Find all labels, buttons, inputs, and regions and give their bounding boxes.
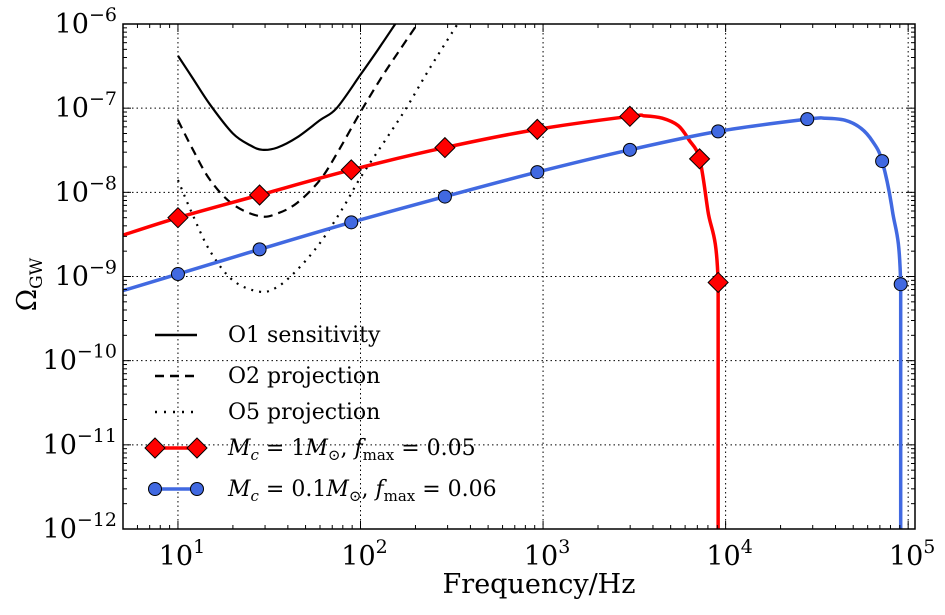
marker-layer — [167, 105, 908, 294]
legend-item-o1: O1 sensitivity — [155, 323, 381, 348]
tick-base: 10 — [43, 346, 77, 377]
x-tick-label: 101 — [159, 536, 205, 572]
x-tick-label: 104 — [706, 536, 752, 572]
tick-exponent: −10 — [77, 341, 117, 363]
data-point-circle — [800, 112, 815, 127]
tick-exponent: −12 — [77, 509, 117, 531]
tick-base: 10 — [524, 541, 558, 572]
tick-exponent: 1 — [193, 536, 205, 558]
y-tick-label: 10−6 — [55, 4, 117, 40]
legend-circle-marker — [148, 482, 162, 496]
data-point-diamond — [688, 148, 711, 170]
tick-exponent: 4 — [741, 536, 753, 558]
legend-math-comma: , — [340, 436, 354, 461]
legend-math-eq: = 0.05 — [394, 436, 475, 461]
tick-exponent: −6 — [89, 4, 117, 26]
tick-base: 10 — [43, 430, 77, 461]
legend-math-sub: max — [363, 446, 395, 464]
tick-base: 10 — [341, 541, 375, 572]
data-point-circle — [893, 277, 908, 292]
legend-item-mc01: Mc = 0.1M⊙, fmax = 0.06 — [148, 477, 497, 505]
legend-math-eq: = 1 — [259, 436, 305, 461]
y-tick-label: 10−10 — [43, 341, 117, 377]
legend-math-sub: c — [251, 446, 260, 464]
legend-item-mc1: Mc = 1M⊙, fmax = 0.05 — [144, 436, 476, 464]
tick-exponent: 3 — [558, 536, 570, 558]
y-axis-label: ΩGW — [12, 257, 47, 311]
data-point-diamond — [340, 159, 362, 181]
tick-exponent: −8 — [89, 172, 117, 194]
y-tick-label: 10−9 — [55, 257, 117, 293]
legend-circle-marker — [190, 482, 204, 496]
data-point-circle — [344, 215, 359, 230]
legend-label-o1: O1 sensitivity — [228, 323, 381, 348]
legend-label-mc01: Mc = 0.1M⊙, fmax = 0.06 — [227, 477, 497, 505]
data-point-diamond — [434, 136, 456, 159]
legend-math-M: M — [227, 436, 251, 461]
y-axis-label-sub: GW — [27, 257, 47, 289]
tick-exponent: 5 — [923, 536, 935, 558]
legend-diamond-marker — [144, 437, 166, 459]
tick-exponent: −9 — [89, 257, 117, 279]
tick-base: 10 — [159, 541, 193, 572]
data-point-circle — [875, 154, 890, 169]
tick-base: 10 — [55, 262, 89, 293]
legend-math-eq: = 0.1 — [259, 477, 326, 502]
y-tick-label: 10−8 — [55, 172, 117, 208]
data-point-diamond — [707, 271, 729, 294]
data-point-circle — [530, 165, 545, 180]
legend-label-o2: O2 projection — [228, 364, 380, 389]
x-tick-label: 105 — [889, 536, 935, 572]
legend-math-M: M — [325, 477, 349, 502]
data-point-diamond — [167, 206, 189, 229]
data-point-diamond — [526, 118, 549, 141]
legend-math-M: M — [227, 477, 251, 502]
data-point-circle — [711, 124, 726, 139]
tick-exponent: −11 — [77, 425, 117, 447]
tick-labels: 101 102 103 104 10510−610−710−810−910−1010−1… — [43, 4, 936, 572]
legend-math-sub: c — [251, 487, 260, 505]
tick-base: 10 — [889, 541, 923, 572]
series-o1-sensitivity — [177, 24, 397, 152]
legend-math-sun: ⊙ — [349, 487, 362, 505]
y-tick-label: 10−11 — [43, 425, 117, 461]
tick-base: 10 — [55, 177, 89, 208]
y-tick-label: 10−12 — [43, 509, 117, 545]
legend-item-o5: O5 projection — [155, 400, 380, 425]
data-point-circle — [437, 189, 452, 204]
x-tick-label: 102 — [341, 536, 387, 572]
legend-item-o2: O2 projection — [155, 364, 380, 389]
data-point-diamond — [619, 105, 641, 128]
tick-base: 10 — [706, 541, 740, 572]
legend-label-o5: O5 projection — [228, 400, 380, 425]
tick-exponent: −7 — [89, 88, 117, 110]
x-axis-label: Frequency/Hz — [443, 569, 636, 600]
series-mc-1 — [123, 113, 720, 529]
tick-base: 10 — [43, 514, 77, 545]
x-tick-label: 103 — [524, 536, 570, 572]
tick-base: 10 — [55, 93, 89, 124]
legend-diamond-marker — [186, 437, 208, 459]
data-point-diamond — [248, 184, 271, 206]
legend: O1 sensitivity O2 projection O5 projecti… — [144, 323, 497, 505]
series-o5-projection — [176, 24, 459, 294]
legend-math-sun: ⊙ — [328, 446, 341, 464]
tick-base: 10 — [55, 9, 89, 40]
ticks — [122, 23, 915, 530]
legend-math-sub: max — [384, 487, 416, 505]
legend-label-mc1: Mc = 1M⊙, fmax = 0.05 — [227, 436, 476, 464]
legend-math-M: M — [304, 436, 328, 461]
data-point-circle — [622, 142, 637, 157]
data-point-circle — [252, 242, 267, 257]
legend-math-eq: = 0.06 — [415, 477, 496, 502]
tick-exponent: 2 — [376, 536, 388, 558]
y-tick-label: 10−7 — [55, 88, 117, 124]
data-point-circle — [170, 267, 185, 282]
y-axis-label-main: Ω — [12, 289, 43, 311]
legend-math-comma: , — [361, 477, 375, 502]
series-o2-projection — [176, 24, 419, 218]
